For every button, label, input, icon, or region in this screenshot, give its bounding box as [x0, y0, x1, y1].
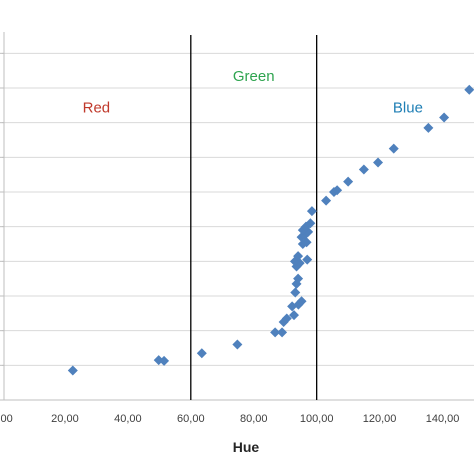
data-point [373, 157, 384, 168]
x-tick-label: 140,00 [426, 413, 460, 425]
data-points [67, 84, 474, 376]
x-axis-tick-labels: 0,00 20,00 40,00 60,00 80,00 100,00 120,00 140,… [0, 413, 459, 425]
data-point [293, 251, 304, 262]
data-point [281, 313, 292, 324]
data-point [343, 176, 354, 187]
data-point [290, 287, 301, 298]
x-tick-label: 60,00 [177, 413, 205, 425]
x-tick-label: 40,00 [114, 413, 142, 425]
x-tick-label: 120,00 [363, 413, 397, 425]
x-tick-label: 20,00 [51, 413, 79, 425]
data-point [464, 84, 474, 95]
data-point [388, 143, 399, 154]
x-axis-title: Hue [233, 439, 260, 455]
data-point [439, 112, 450, 123]
data-point [293, 273, 304, 284]
hue-boundaries [190, 35, 318, 400]
data-point [277, 327, 288, 338]
x-tick-label: 100,00 [300, 413, 334, 425]
data-point [423, 122, 434, 133]
region-label-blue: Blue [393, 99, 423, 116]
region-label-red: Red [83, 99, 111, 116]
data-point [232, 339, 243, 350]
data-point [332, 185, 343, 196]
data-point [289, 310, 300, 321]
data-point [306, 206, 317, 217]
x-tick-label: 0,00 [0, 413, 13, 425]
data-point [358, 164, 369, 175]
data-point [296, 296, 307, 307]
data-point [270, 327, 281, 338]
region-labels: Red Green Blue [83, 68, 423, 116]
y-axis-ticks [0, 52, 4, 401]
data-point [302, 254, 313, 265]
data-point [67, 365, 78, 376]
x-tick-label: 80,00 [240, 413, 268, 425]
data-point [305, 218, 316, 229]
data-point [159, 355, 170, 366]
data-point [321, 195, 332, 206]
data-point [196, 348, 207, 359]
region-label-green: Green [233, 68, 275, 85]
grid-lines [2, 52, 474, 401]
